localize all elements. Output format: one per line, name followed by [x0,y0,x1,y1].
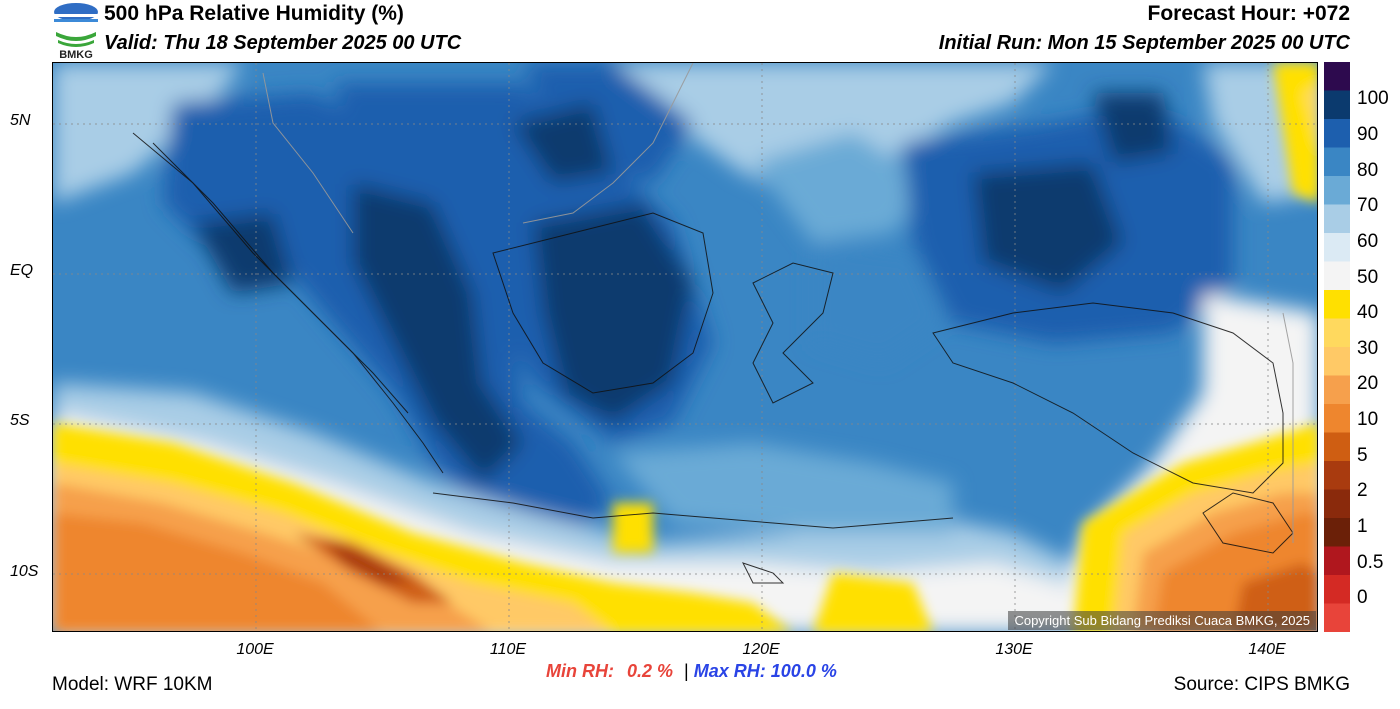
colorbar-label: 2 [1357,480,1368,501]
copyright-note: Copyright Sub Bidang Prediksi Cuaca BMKG… [1008,611,1316,630]
colorbar-segment [1324,518,1350,547]
colorbar-segment [1324,404,1350,433]
colorbar-label: 40 [1357,302,1379,323]
colorbar-label: 5 [1357,445,1368,466]
colorbar-label: 80 [1357,160,1379,181]
colorbar-segment [1324,489,1350,519]
lat-label-10s: 10S [10,563,39,580]
lat-label-eq: EQ [10,262,34,279]
valid-time: Valid: Thu 18 September 2025 00 UTC [104,32,462,54]
humidity-map [52,62,1318,632]
colorbar-segment [1324,233,1350,262]
rh-stats: Min RH: 0.2 % | Max RH: 100.0 % [546,661,837,682]
lon-label-140e: 140E [1248,641,1286,658]
colorbar-segment [1324,204,1350,234]
lat-label-5s: 5S [10,412,30,429]
max-rh-label: Max RH: [693,661,766,681]
colorbar-label: 0.5 [1357,552,1384,573]
colorbar-segment [1324,347,1350,376]
colorbar-segment [1324,318,1350,348]
lon-label-100e: 100E [236,641,274,658]
colorbar-label: 70 [1357,195,1379,216]
colorbar-segment [1324,575,1350,604]
colorbar-label: 50 [1357,267,1379,288]
colorbar-segment [1324,461,1350,490]
colorbar-segment [1324,432,1350,462]
colorbar-label: 20 [1357,373,1379,394]
forecast-hour: Forecast Hour: +072 [1147,2,1351,25]
colorbar-label: 0 [1357,587,1368,608]
max-rh-value: 100.0 % [770,661,837,681]
colorbar-segment [1324,375,1350,405]
colorbar-label: 100 [1357,88,1389,109]
colorbar-segment [1324,147,1350,177]
initial-run: Initial Run: Mon 15 September 2025 00 UT… [938,32,1350,54]
model-info: Model: WRF 10KM [52,674,213,695]
map-title: 500 hPa Relative Humidity (%) [104,2,404,25]
colorbar-label: 30 [1357,338,1379,359]
colorbar-label: 1 [1357,516,1368,537]
colorbar-label: 60 [1357,231,1379,252]
colorbar-segment [1324,119,1350,148]
bmkg-logo: BMKG [52,2,100,61]
colorbar [1324,62,1350,633]
colorbar-segment [1324,290,1350,319]
source-info: Source: CIPS BMKG [1173,674,1350,695]
colorbar-segment [1324,176,1350,205]
colorbar-label: 90 [1357,124,1379,145]
min-rh-value: 0.2 % [627,661,674,681]
logo-text: BMKG [59,49,93,60]
colorbar-label: 10 [1357,409,1379,430]
lon-label-130e: 130E [995,641,1033,658]
lon-label-110e: 110E [489,641,527,658]
colorbar-segment [1324,603,1350,633]
lat-label-5n: 5N [10,112,31,129]
min-rh-label: Min RH: [546,661,614,681]
colorbar-segment [1324,62,1350,91]
colorbar-segment [1324,90,1350,120]
stats-separator: | [684,661,689,681]
lon-label-120e: 120E [742,641,780,658]
colorbar-segment [1324,546,1350,576]
colorbar-segment [1324,261,1350,291]
